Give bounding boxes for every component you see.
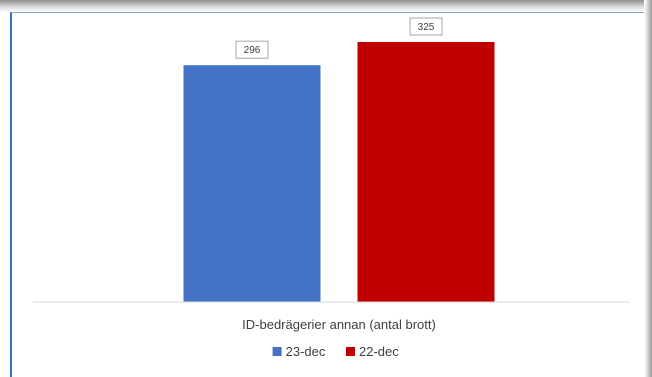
x-axis-label: ID-bedrägerier annan (antal brott)	[242, 317, 436, 332]
legend-label-22-dec: 22-dec	[359, 344, 399, 359]
data-label-22-dec: 325	[418, 22, 435, 33]
bar-22-dec	[357, 42, 495, 302]
data-label-23-dec: 296	[244, 45, 261, 56]
data-label-box-23-dec	[235, 40, 269, 59]
frame-shadow	[0, 0, 652, 12]
legend-swatch-22-dec	[346, 347, 355, 356]
data-label-box-22-dec	[409, 17, 443, 36]
data-labels-group: 296 325	[235, 17, 443, 59]
bars-group	[183, 42, 495, 302]
legend-label-23-dec: 23-dec	[286, 344, 326, 359]
bar-23-dec	[183, 65, 321, 302]
frame-shadow-right	[644, 0, 652, 377]
legend-swatch-23-dec	[272, 347, 282, 356]
chart-area	[10, 12, 644, 377]
legend: 23-dec 22-dec	[272, 344, 399, 359]
